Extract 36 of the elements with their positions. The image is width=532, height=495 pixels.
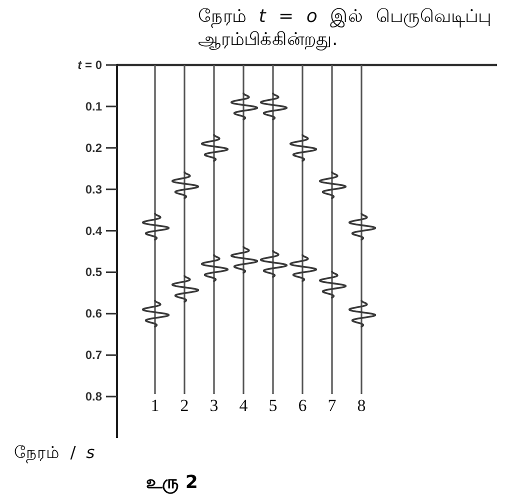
x-tick-label: 2 (180, 396, 189, 415)
point (230, 246, 258, 274)
point (142, 300, 170, 328)
y-tick-label: 0.4 (85, 224, 102, 238)
x-tick-label: 6 (298, 396, 307, 415)
point (260, 250, 288, 278)
x-tick-label: 1 (150, 396, 160, 415)
x-tick-label: 8 (357, 396, 366, 415)
y-tick-label: 0.3 (85, 182, 102, 196)
y-tick-label: 0.8 (85, 390, 102, 404)
y-tick-label: 0.2 (85, 140, 102, 155)
x-tick-label: 7 (328, 396, 337, 415)
y-tick-label: 0.5 (85, 265, 102, 280)
point (171, 274, 200, 303)
point (260, 92, 288, 120)
point (230, 92, 258, 120)
y-tick-label: 0.7 (85, 348, 102, 362)
point (200, 134, 229, 162)
point (348, 212, 376, 241)
x-tick-label: 3 (210, 396, 218, 415)
y-tick-label: t = 0 (78, 58, 102, 72)
point (289, 254, 318, 282)
ref-line-label: நேரம் t = o இல் பெருவெடிப்பு ஆரம்பிக்கின்றது. (198, 6, 491, 50)
text: உரு 2 (146, 472, 198, 494)
point (142, 212, 170, 241)
y-axis-title: நேரம் / s (14, 443, 96, 462)
point (289, 134, 318, 162)
y-tick-label: 0.6 (85, 306, 102, 321)
y-tick-label: 0.1 (85, 99, 102, 114)
point (171, 171, 200, 200)
point (318, 171, 347, 200)
point (200, 254, 229, 282)
x-tick-label: 5 (268, 396, 278, 415)
point (348, 300, 376, 328)
point (318, 270, 347, 299)
x-tick-label: 4 (239, 396, 248, 415)
